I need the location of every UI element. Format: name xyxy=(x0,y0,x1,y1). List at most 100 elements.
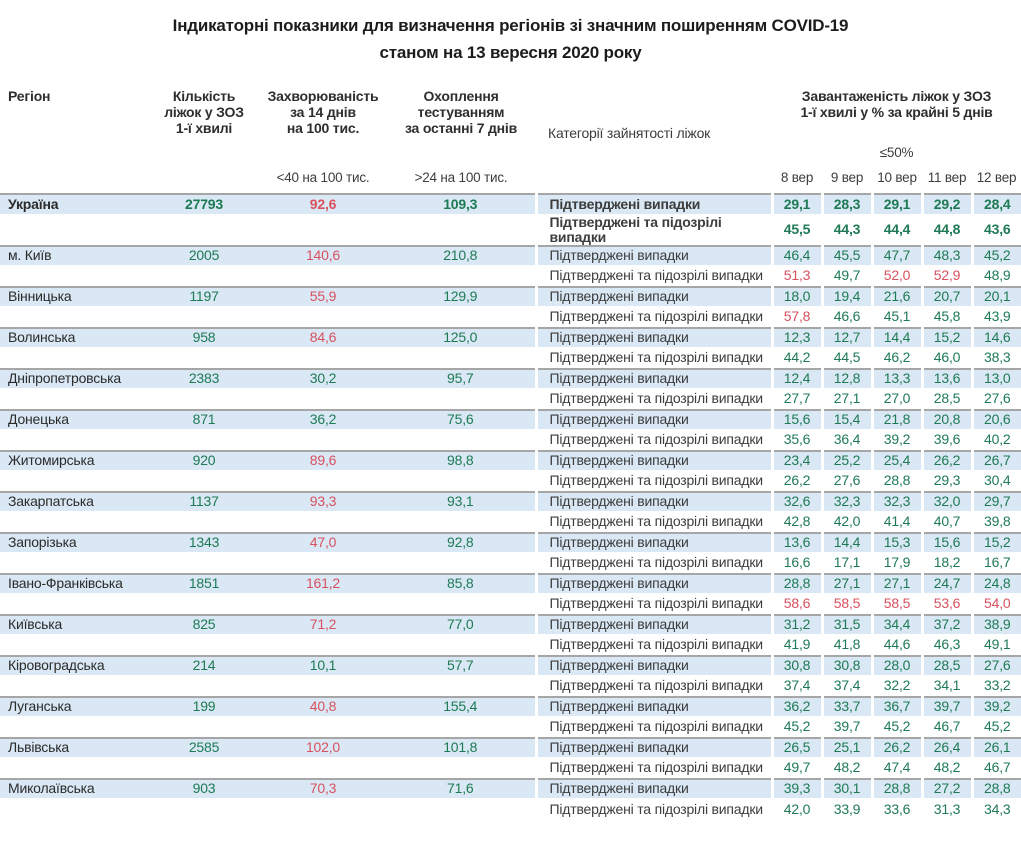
occupancy-value: 39,6 xyxy=(920,429,972,451)
empty-cell xyxy=(386,388,536,410)
region-block: Україна 27793 92,6 109,3 Підтверджені ви… xyxy=(0,194,1021,246)
occupancy-value: 38,9 xyxy=(970,614,1021,635)
category-label-confirmed: Підтверджені випадки xyxy=(534,286,772,307)
empty-cell xyxy=(0,757,148,779)
empty-cell xyxy=(260,388,386,410)
category-label-confirmed: Підтверджені випадки xyxy=(534,194,772,215)
occupancy-value: 28,8 xyxy=(770,573,822,594)
empty-cell xyxy=(386,347,536,369)
empty-cell xyxy=(260,214,386,246)
occupancy-value: 20,6 xyxy=(970,409,1021,430)
beds-value: 199 xyxy=(148,696,260,717)
empty-cell xyxy=(148,214,260,246)
occupancy-value: 58,5 xyxy=(820,593,872,615)
occupancy-value: 27,1 xyxy=(870,573,922,594)
region-name-cell: Дніпропетровська xyxy=(0,368,148,389)
header-spacer xyxy=(0,164,148,194)
occupancy-value: 18,0 xyxy=(770,286,822,307)
category-label-suspected: Підтверджені та підозрілі випадки xyxy=(534,593,772,615)
empty-cell xyxy=(0,511,148,533)
testing-value: 95,7 xyxy=(386,368,536,389)
category-label-confirmed: Підтверджені випадки xyxy=(534,655,772,676)
category-label-confirmed: Підтверджені випадки xyxy=(534,614,772,635)
testing-value: 101,8 xyxy=(386,737,536,758)
empty-cell xyxy=(148,757,260,779)
occupancy-value: 32,3 xyxy=(820,491,872,512)
occupancy-value: 46,6 xyxy=(820,306,872,328)
empty-cell xyxy=(148,552,260,574)
occupancy-value: 49,7 xyxy=(770,757,822,779)
occupancy-value: 34,1 xyxy=(920,675,972,697)
occupancy-value: 37,4 xyxy=(770,675,822,697)
occupancy-value: 15,6 xyxy=(770,409,822,430)
occupancy-value: 30,1 xyxy=(820,778,872,799)
occupancy-value: 48,2 xyxy=(920,757,972,779)
occupancy-value: 36,4 xyxy=(820,429,872,451)
occupancy-value: 37,4 xyxy=(820,675,872,697)
occupancy-value: 28,3 xyxy=(820,194,872,215)
occupancy-value: 45,8 xyxy=(920,306,972,328)
empty-cell xyxy=(0,347,148,369)
occupancy-value: 32,3 xyxy=(870,491,922,512)
occupancy-value: 46,2 xyxy=(870,347,922,369)
occupancy-value: 24,8 xyxy=(970,573,1021,594)
incidence-value: 30,2 xyxy=(260,368,386,389)
empty-cell xyxy=(386,214,536,246)
region-block: Запорізька 1343 47,0 92,8 Підтверджені в… xyxy=(0,532,1021,574)
occupancy-value: 45,1 xyxy=(870,306,922,328)
table-header: Регіон Кількість ліжок у ЗОЗ 1-ї хвилі З… xyxy=(0,86,1021,194)
region-name-cell: Миколаївська xyxy=(0,778,148,799)
empty-cell xyxy=(0,265,148,287)
occupancy-value: 33,7 xyxy=(820,696,872,717)
beds-value: 871 xyxy=(148,409,260,430)
category-label-confirmed: Підтверджені випадки xyxy=(534,573,772,594)
occupancy-value: 15,6 xyxy=(920,532,972,553)
category-label-confirmed: Підтверджені випадки xyxy=(534,409,772,430)
category-label-confirmed: Підтверджені випадки xyxy=(534,696,772,717)
occupancy-value: 35,6 xyxy=(770,429,822,451)
occupancy-value: 29,2 xyxy=(920,194,972,215)
occupancy-value: 33,2 xyxy=(970,675,1021,697)
beds-value: 958 xyxy=(148,327,260,348)
region-name-cell: м. Київ xyxy=(0,245,148,266)
occupancy-value: 43,6 xyxy=(970,214,1021,246)
incidence-value: 93,3 xyxy=(260,491,386,512)
region-name-cell: Луганська xyxy=(0,696,148,717)
region-block: Волинська 958 84,6 125,0 Підтверджені ви… xyxy=(0,327,1021,369)
report-title: Індикаторні показники для визначення рег… xyxy=(0,0,1021,86)
empty-cell xyxy=(260,675,386,697)
occupancy-value: 16,6 xyxy=(770,552,822,574)
occupancy-threshold: ≤50% xyxy=(879,145,914,160)
occupancy-value: 12,7 xyxy=(820,327,872,348)
occupancy-value: 27,1 xyxy=(820,388,872,410)
empty-cell xyxy=(0,716,148,738)
header-spacer xyxy=(536,164,772,194)
occupancy-value: 33,9 xyxy=(820,798,872,820)
region-block: Донецька 871 36,2 75,6 Підтверджені випа… xyxy=(0,409,1021,451)
region-block: Вінницька 1197 55,9 129,9 Підтверджені в… xyxy=(0,286,1021,328)
region-name-cell: Кіровоградська xyxy=(0,655,148,676)
occupancy-value: 21,8 xyxy=(870,409,922,430)
occupancy-value: 39,3 xyxy=(770,778,822,799)
beds-value: 1851 xyxy=(148,573,260,594)
empty-cell xyxy=(386,552,536,574)
testing-value: 210,8 xyxy=(386,245,536,266)
region-block: Закарпатська 1137 93,3 93,1 Підтверджені… xyxy=(0,491,1021,533)
empty-cell xyxy=(148,347,260,369)
category-label-suspected: Підтверджені та підозрілі випадки xyxy=(534,470,772,492)
report-title-line1: Індикаторні показники для визначення рег… xyxy=(172,16,849,35)
occupancy-value: 15,2 xyxy=(920,327,972,348)
occupancy-value: 13,6 xyxy=(770,532,822,553)
occupancy-value: 42,8 xyxy=(770,511,822,533)
testing-value: 75,6 xyxy=(386,409,536,430)
empty-cell xyxy=(148,716,260,738)
occupancy-value: 42,0 xyxy=(770,798,822,820)
occupancy-value: 48,9 xyxy=(970,265,1021,287)
empty-cell xyxy=(0,214,148,246)
region-block: Житомирська 920 89,6 98,8 Підтверджені в… xyxy=(0,450,1021,492)
occupancy-value: 28,8 xyxy=(970,778,1021,799)
empty-cell xyxy=(260,265,386,287)
category-label-confirmed: Підтверджені випадки xyxy=(534,327,772,348)
occupancy-value: 48,3 xyxy=(920,245,972,266)
empty-cell xyxy=(0,429,148,451)
